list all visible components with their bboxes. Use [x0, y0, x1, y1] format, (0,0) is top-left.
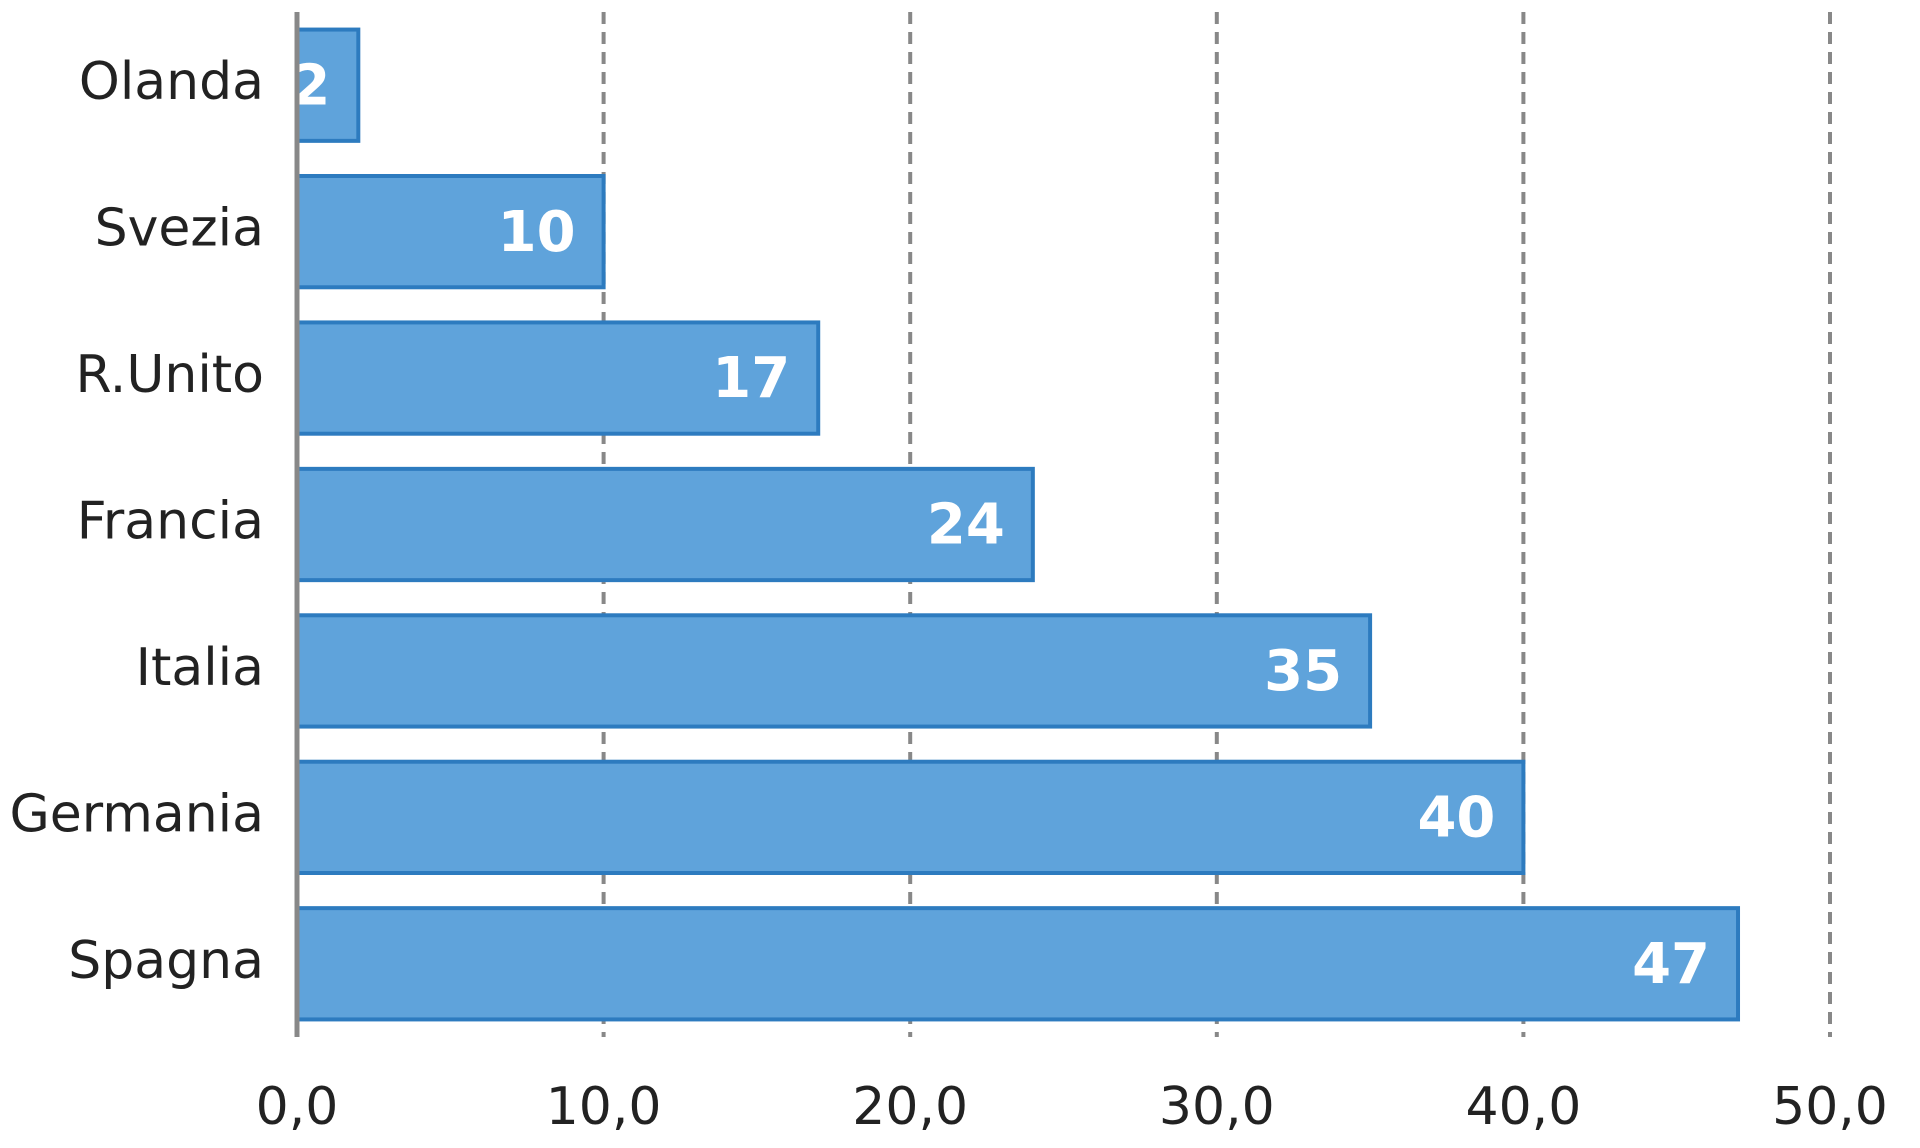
y-tick-label: Spagna: [68, 931, 264, 991]
x-tick-label: 0,0: [256, 1077, 339, 1137]
value-label: 17: [712, 346, 790, 411]
value-label: 35: [1264, 639, 1342, 704]
x-tick-label: 50,0: [1772, 1077, 1888, 1137]
y-tick-label: Svezia: [95, 199, 264, 259]
bar: [295, 906, 1741, 1022]
y-tick-label: Francia: [77, 492, 264, 552]
y-tick-label: Olanda: [79, 52, 264, 112]
y-tick-label: R.Unito: [76, 345, 264, 405]
x-tick-label: 20,0: [852, 1077, 968, 1137]
value-label: 47: [1632, 932, 1710, 997]
bar: [295, 174, 606, 290]
x-tick-label: 40,0: [1466, 1077, 1582, 1137]
value-label: 40: [1417, 785, 1495, 850]
y-tick-label: Germania: [9, 784, 264, 844]
bar: [295, 466, 1035, 583]
value-label: 10: [498, 200, 576, 265]
bar: [295, 27, 361, 143]
bar: [295, 613, 1373, 729]
y-tick-label: Italia: [136, 638, 264, 698]
x-tick-label: 30,0: [1159, 1077, 1275, 1137]
bar: [295, 759, 1526, 876]
value-label: 24: [927, 493, 1005, 558]
x-tick-label: 10,0: [546, 1077, 662, 1137]
